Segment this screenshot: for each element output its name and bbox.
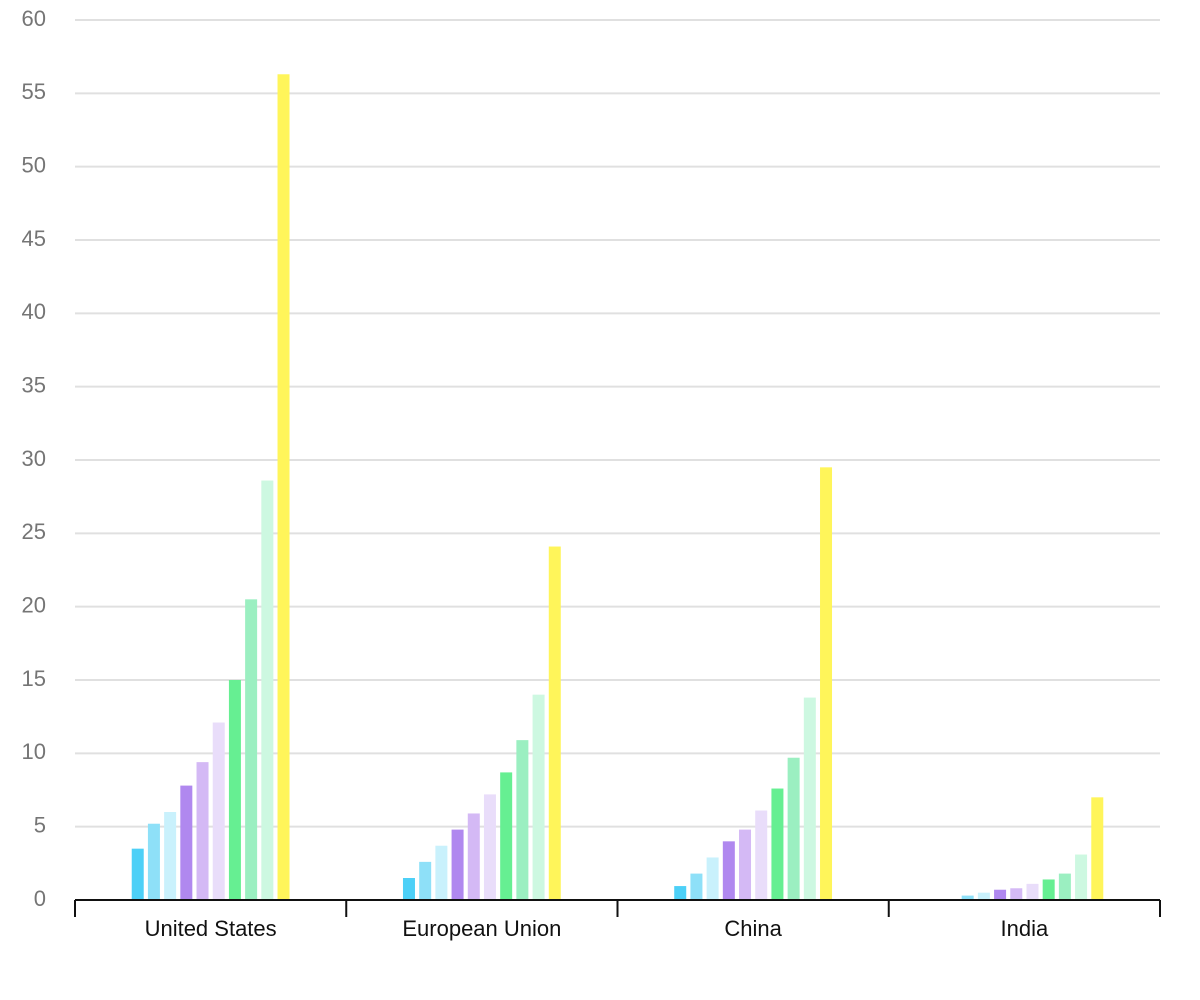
bar: [500, 772, 513, 900]
y-tick-label: 25: [22, 519, 46, 544]
y-tick-label: 5: [34, 812, 46, 837]
bar: [706, 857, 719, 900]
bar: [245, 599, 258, 900]
bar: [1010, 888, 1023, 900]
bar: [755, 810, 768, 900]
x-tick-label: China: [724, 916, 782, 941]
y-tick-label: 40: [22, 299, 46, 324]
bar: [261, 480, 274, 900]
bar: [548, 546, 561, 900]
y-tick-label: 10: [22, 739, 46, 764]
bar: [1091, 797, 1104, 900]
y-tick-label: 0: [34, 886, 46, 911]
bar: [1075, 854, 1088, 900]
bar: [180, 785, 193, 900]
bar: [690, 873, 703, 900]
bar: [532, 694, 545, 900]
bar: [820, 467, 833, 900]
bar: [467, 813, 480, 900]
bar: [977, 892, 990, 900]
bar: [131, 848, 144, 900]
bar: [722, 841, 735, 900]
bar: [228, 680, 241, 900]
bar: [419, 861, 432, 900]
bar: [739, 829, 752, 900]
bar: [674, 886, 687, 900]
y-tick-label: 30: [22, 446, 46, 471]
x-tick-label: European Union: [402, 916, 561, 941]
bar: [402, 878, 415, 900]
y-tick-label: 45: [22, 226, 46, 251]
y-tick-label: 60: [22, 6, 46, 31]
bar: [771, 788, 784, 900]
y-tick-label: 15: [22, 666, 46, 691]
bar: [787, 757, 800, 900]
y-tick-label: 20: [22, 592, 46, 617]
bar: [1042, 879, 1055, 900]
y-tick-label: 55: [22, 79, 46, 104]
bar: [451, 829, 464, 900]
bar: [1058, 873, 1071, 900]
bar: [164, 812, 177, 900]
bar: [961, 895, 974, 900]
bar: [277, 74, 290, 901]
x-tick-label: India: [1001, 916, 1049, 941]
bar: [212, 722, 225, 900]
y-tick-label: 35: [22, 372, 46, 397]
x-tick-label: United States: [145, 916, 277, 941]
bar: [994, 889, 1007, 900]
bar: [803, 697, 816, 900]
y-tick-label: 50: [22, 152, 46, 177]
bar: [435, 845, 448, 900]
bar: [1026, 883, 1039, 900]
bar: [483, 794, 496, 900]
bar: [196, 762, 209, 900]
bar: [147, 823, 160, 900]
bar: [516, 740, 529, 900]
